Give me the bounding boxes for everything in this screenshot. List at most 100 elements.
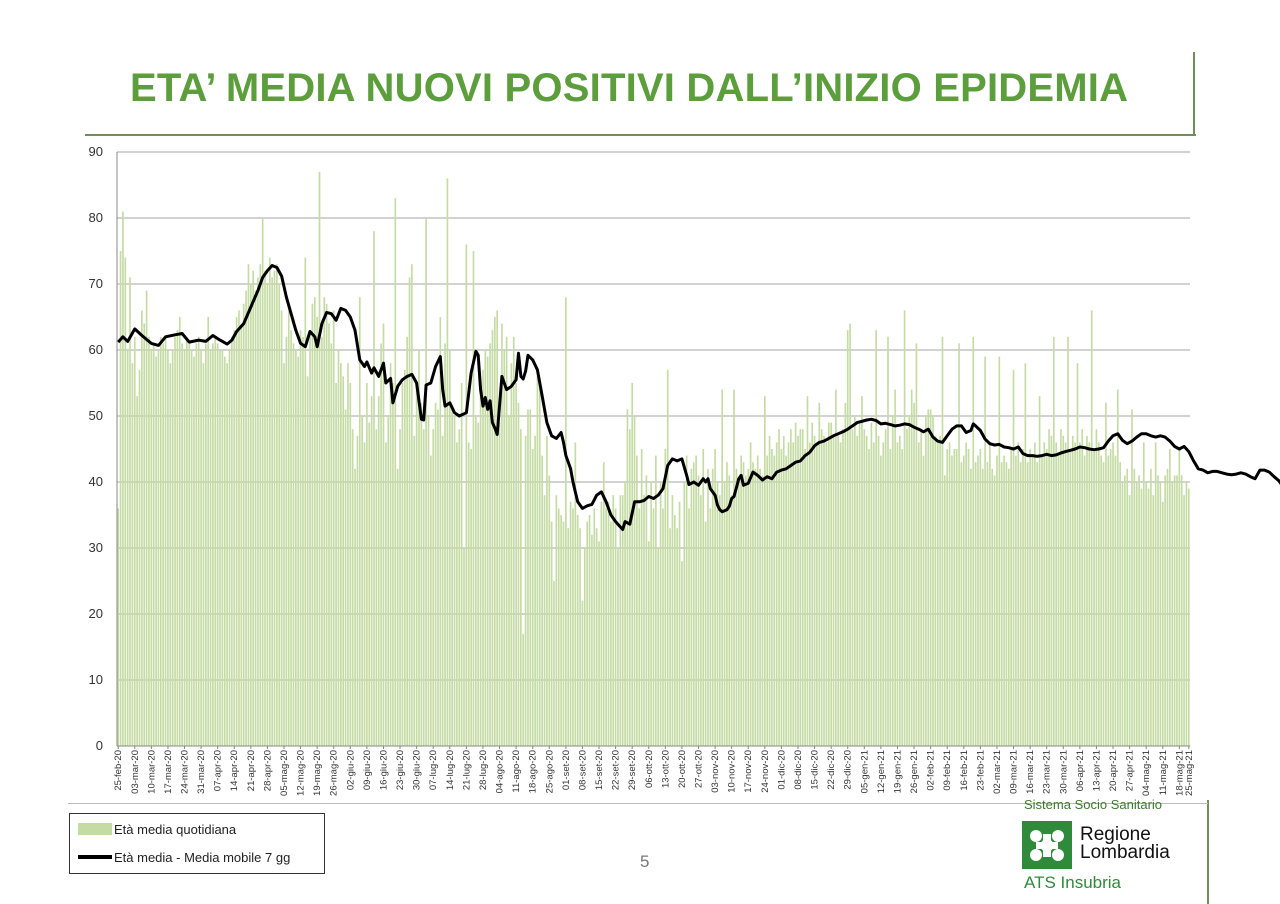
daily-age-bar bbox=[671, 495, 674, 746]
daily-age-bar bbox=[448, 350, 451, 746]
daily-age-bar bbox=[872, 442, 875, 746]
daily-age-bar bbox=[285, 336, 288, 746]
daily-age-bar bbox=[508, 416, 510, 746]
daily-age-bar bbox=[880, 455, 882, 746]
daily-age-bar bbox=[1038, 396, 1041, 746]
daily-age-bar bbox=[936, 442, 939, 746]
daily-age-bar bbox=[437, 409, 439, 746]
x-tick-label: 08-set-20 bbox=[577, 750, 588, 790]
daily-age-bar bbox=[1150, 468, 1152, 746]
daily-age-bar bbox=[576, 515, 579, 746]
daily-age-bar bbox=[1088, 442, 1091, 746]
daily-age-bar bbox=[626, 409, 629, 746]
daily-age-bar bbox=[290, 330, 292, 746]
daily-age-bar bbox=[669, 528, 671, 746]
daily-age-bar bbox=[1045, 449, 1048, 746]
x-tick-label: 19-mag-20 bbox=[312, 750, 323, 796]
daily-age-bar bbox=[335, 383, 337, 746]
daily-age-bar bbox=[657, 548, 660, 746]
x-tick-label: 04-mag-21 bbox=[1141, 750, 1152, 796]
daily-age-bar bbox=[908, 416, 911, 746]
daily-age-bar bbox=[1086, 435, 1088, 746]
daily-age-bar bbox=[430, 455, 432, 746]
daily-age-bar bbox=[899, 435, 901, 746]
daily-age-bar bbox=[579, 528, 581, 746]
daily-age-bar bbox=[690, 468, 693, 746]
x-tick-label: 23-feb-21 bbox=[975, 750, 986, 791]
daily-age-bar bbox=[325, 303, 328, 746]
daily-age-bar bbox=[894, 389, 896, 746]
daily-age-bar bbox=[136, 396, 138, 746]
legend-label-line: Età media - Media mobile 7 gg bbox=[114, 849, 291, 865]
daily-age-bar bbox=[619, 495, 622, 746]
daily-age-bar bbox=[162, 343, 165, 746]
daily-age-bar bbox=[209, 350, 212, 746]
daily-age-bar bbox=[707, 468, 709, 746]
daily-age-bar bbox=[420, 402, 423, 746]
daily-age-bar bbox=[792, 442, 795, 746]
daily-age-bar bbox=[1055, 442, 1058, 746]
daily-age-bar bbox=[323, 297, 326, 746]
daily-age-bar bbox=[491, 330, 494, 746]
daily-age-bar bbox=[456, 442, 458, 746]
daily-age-bar bbox=[1114, 455, 1117, 746]
moving-average-layer bbox=[117, 264, 1280, 531]
daily-age-bar bbox=[863, 429, 866, 746]
daily-age-bar bbox=[1169, 449, 1171, 746]
daily-age-bar bbox=[1024, 363, 1027, 746]
daily-age-bar bbox=[986, 462, 989, 746]
x-tick-label: 09-mar-21 bbox=[1009, 750, 1020, 794]
daily-age-bar bbox=[531, 449, 534, 746]
daily-age-bar bbox=[877, 435, 880, 746]
daily-age-bar bbox=[385, 442, 387, 746]
daily-age-bar bbox=[730, 495, 733, 746]
daily-age-bar bbox=[181, 343, 183, 746]
daily-age-bar bbox=[425, 218, 427, 746]
y-tick-label: 0 bbox=[96, 738, 103, 753]
daily-age-bar bbox=[830, 422, 832, 746]
daily-age-bar bbox=[820, 429, 823, 746]
daily-age-bar bbox=[1079, 442, 1081, 746]
daily-age-bar bbox=[922, 455, 925, 746]
axes: 0 10 20 30 40 50 60 70 80 90 25-feb-20 03-mar-20 10-… bbox=[89, 144, 1195, 796]
daily-age-bar bbox=[389, 363, 392, 746]
daily-age-bar bbox=[1010, 449, 1012, 746]
daily-age-bar bbox=[809, 442, 811, 746]
daily-age-bar bbox=[816, 442, 818, 746]
daily-age-bar bbox=[195, 343, 198, 746]
daily-age-bar bbox=[844, 402, 847, 746]
title-divider bbox=[85, 134, 1196, 136]
x-tick-label: 14-lug-20 bbox=[445, 750, 456, 790]
daily-age-bar bbox=[1067, 336, 1069, 746]
daily-age-bar bbox=[565, 297, 567, 746]
x-tick-label: 31-mar-20 bbox=[196, 750, 207, 794]
daily-age-bar bbox=[472, 251, 475, 746]
daily-age-bar bbox=[759, 468, 761, 746]
daily-age-bar bbox=[174, 336, 176, 746]
daily-age-bar bbox=[714, 449, 716, 746]
daily-age-bar bbox=[505, 336, 508, 746]
x-tick-label: 07-apr-20 bbox=[213, 750, 224, 791]
daily-age-bar bbox=[998, 356, 1001, 746]
daily-age-bar bbox=[941, 336, 944, 746]
x-tick-label: 05-gen-21 bbox=[859, 750, 870, 793]
x-tick-label: 01-set-20 bbox=[561, 750, 572, 790]
daily-age-bar bbox=[780, 449, 783, 746]
daily-age-bar bbox=[965, 442, 967, 746]
daily-age-bar bbox=[1005, 462, 1008, 746]
daily-age-bar bbox=[835, 389, 837, 746]
daily-age-bar bbox=[1173, 475, 1176, 746]
daily-age-bar bbox=[1176, 475, 1178, 746]
daily-age-bar bbox=[633, 416, 636, 746]
daily-age-bar bbox=[1157, 475, 1159, 746]
daily-age-bar bbox=[1161, 501, 1164, 746]
x-tick-label: 09-giu-20 bbox=[362, 750, 373, 790]
daily-age-bar bbox=[1171, 482, 1174, 746]
daily-age-bar bbox=[228, 350, 231, 746]
daily-age-bar bbox=[214, 336, 217, 746]
daily-age-bar bbox=[854, 416, 856, 746]
daily-age-bar bbox=[673, 515, 676, 746]
daily-age-bar bbox=[574, 442, 577, 746]
daily-age-bar bbox=[470, 449, 472, 746]
daily-age-bar bbox=[624, 482, 626, 746]
